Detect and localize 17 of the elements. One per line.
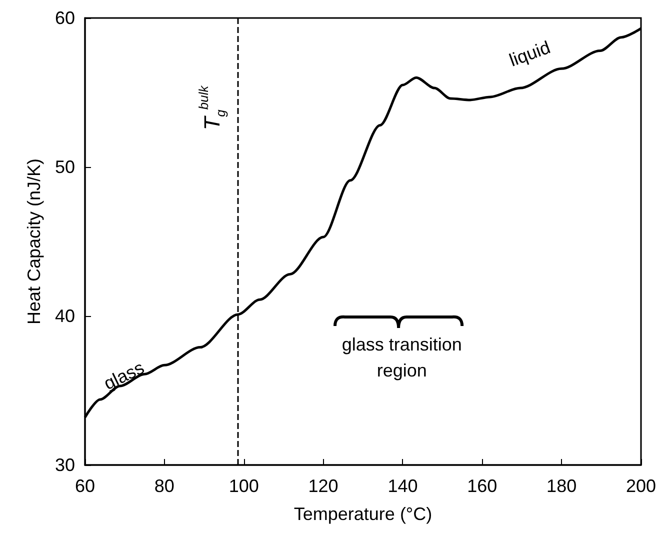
ref-line-label: Tgbulk [196,84,228,130]
y-axis-title: Heat Capacity (nJ/K) [24,158,44,325]
x-tick-label: 100 [228,476,259,496]
y-tick-label: 40 [54,306,75,326]
y-tick-label: 60 [54,8,75,28]
x-tick-label: 140 [388,476,418,496]
x-tick-label: 180 [546,476,577,496]
y-tick-label: 50 [54,157,75,177]
annotation: glass transition region [342,334,462,381]
x-tick-label: 120 [308,476,338,496]
x-tick-label: 200 [626,476,656,496]
annotation: liquid [506,37,553,70]
x-axis-title: Temperature (°C) [294,504,432,524]
x-tick-label: 160 [467,476,498,496]
x-tick-label: 80 [154,476,174,496]
y-tick-label: 30 [54,455,75,475]
x-tick-label: 60 [74,476,96,496]
